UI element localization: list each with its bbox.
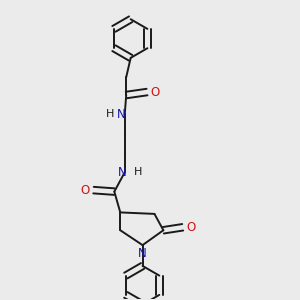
- Text: N: N: [117, 166, 126, 179]
- Text: N: N: [138, 247, 147, 260]
- Text: O: O: [186, 221, 196, 234]
- Text: N: N: [117, 108, 125, 121]
- Text: O: O: [151, 85, 160, 98]
- Text: O: O: [81, 184, 90, 196]
- Text: H: H: [134, 167, 142, 177]
- Text: H: H: [106, 109, 114, 119]
